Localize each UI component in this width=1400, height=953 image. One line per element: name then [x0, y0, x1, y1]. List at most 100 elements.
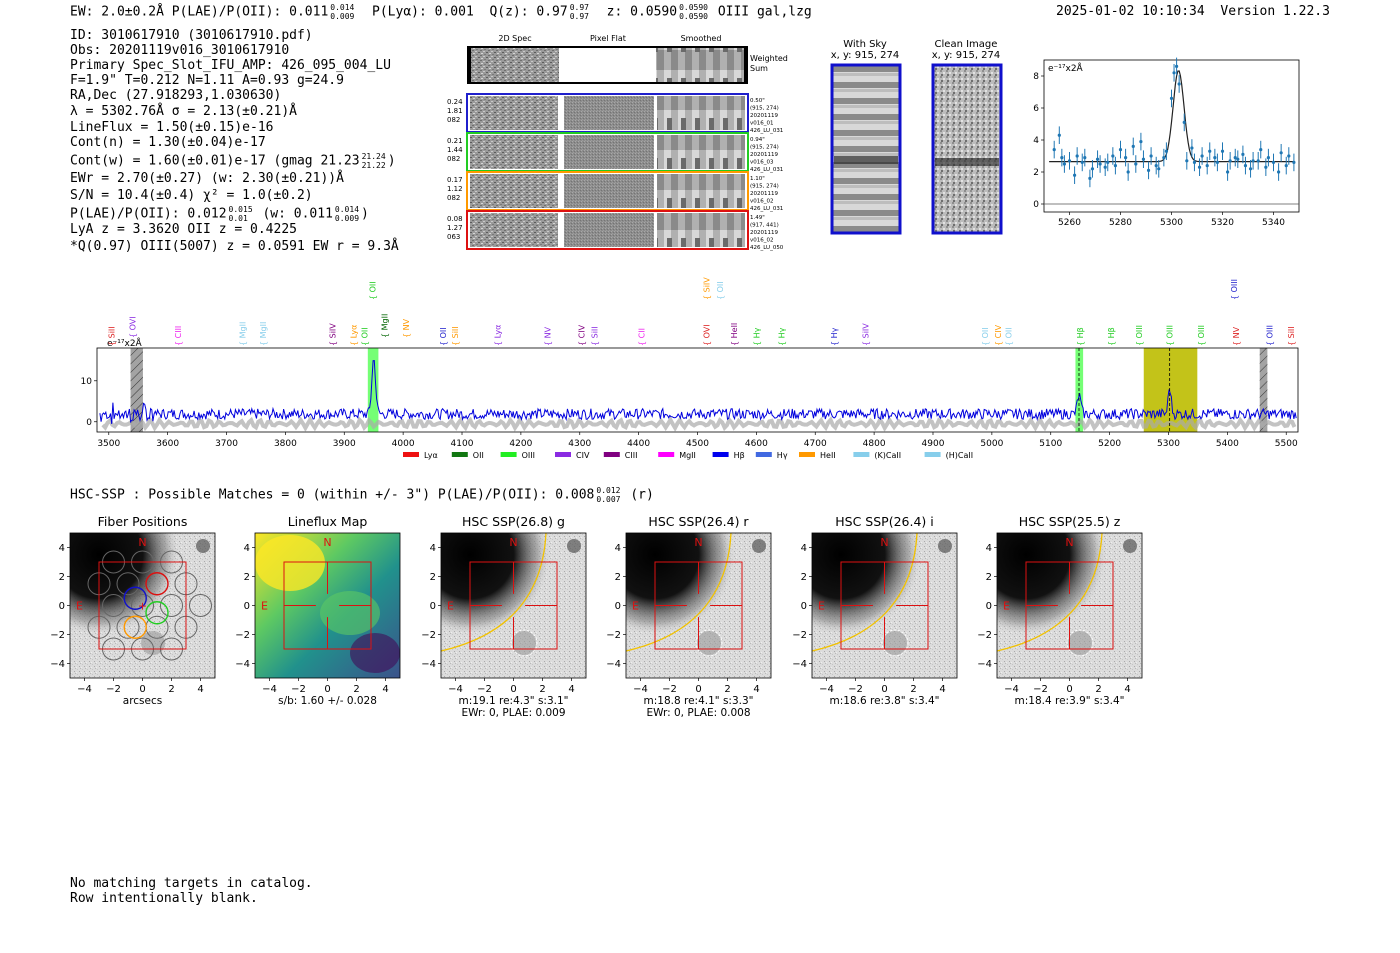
spectrum-line-label: { CIV: [994, 324, 1003, 346]
spectrum-line-label: { OII: [981, 327, 990, 346]
fit-data-point: [1134, 162, 1138, 166]
legend-label: MgII: [679, 451, 696, 460]
faint-source: [883, 631, 907, 655]
hsc-x-tick-label: −2: [106, 684, 121, 695]
fit-x-tick-label: 5320: [1211, 218, 1234, 228]
fit-data-point: [1248, 167, 1253, 171]
fit-data-point: [1057, 133, 1061, 137]
hsc-y-tick-label: 2: [986, 572, 992, 583]
spectrum-line-label: { OIII: [1135, 325, 1144, 346]
hsc-y-tick-label: −4: [792, 659, 807, 670]
fit-y-tick-label: 0: [1033, 200, 1039, 210]
fit-y-tick-label: 8: [1033, 72, 1039, 82]
cutout-smoothed: [657, 96, 745, 130]
cutout-row-right-label: v016_01: [750, 121, 774, 127]
fit-data-point: [1213, 156, 1217, 160]
legend-swatch: [403, 452, 419, 457]
weighted-sum-smooth: [656, 48, 744, 82]
spectrum-line-label: { OII: [1004, 327, 1013, 346]
footer-line-1: No matching targets in catalog.: [70, 876, 313, 891]
hsc-x-tick-label: −4: [448, 684, 463, 695]
search-box: [1025, 561, 1114, 650]
bright-galaxy: [70, 533, 215, 678]
clean-image: [931, 63, 1003, 235]
hsc-x-tick-label: 4: [382, 684, 388, 695]
bright-galaxy: [997, 533, 1142, 678]
header-right: 2025-01-02 10:10:34 Version 1.22.3: [1056, 4, 1330, 19]
hsc-x-tick-label: −4: [262, 684, 277, 695]
east-label: E: [261, 600, 268, 613]
east-label: E: [818, 600, 825, 613]
info-plae-w-sub: 0.009: [334, 214, 360, 223]
fiber-center-cross: +: [138, 600, 147, 613]
cutout-row-right-label: 0.50": [750, 98, 765, 104]
search-box: [840, 561, 929, 650]
cutout-row-left-label: 1.27: [447, 224, 463, 232]
col-2d-spec: 2D Spec: [498, 34, 531, 43]
hsc-x-tick-label: 4: [197, 684, 203, 695]
spectrum-line-label: { SiIV: [702, 277, 711, 300]
cutout-2d-spec: [470, 135, 558, 169]
spectrum-line-label: { SiII: [451, 326, 460, 346]
hsc-x-tick-label: −4: [1004, 684, 1019, 695]
header-version: Version 1.22.3: [1220, 4, 1330, 19]
hsc-y-tick-label: 0: [244, 601, 250, 612]
fit-data-point: [1185, 159, 1189, 163]
fit-data-point: [1292, 160, 1296, 164]
fit-data-point: [1090, 167, 1095, 171]
line-fit-chart: e⁻¹⁷x2Å 5260 5280 5300 5320 5340 0 2 4 6 8: [1033, 57, 1300, 228]
hsc-panel-caption: m:18.6 re:3.8" s:3.4": [830, 695, 940, 707]
hsc-x-tick-label: 2: [910, 684, 916, 695]
fit-y-tick-label: 4: [1033, 136, 1039, 146]
spectrum-x-tick-label: 4300: [568, 439, 591, 449]
weighted-label: Weighted: [750, 54, 788, 63]
fiber-circle-red: [145, 572, 169, 596]
fit-data-point: [1177, 82, 1181, 86]
clean-image-title: Clean Image: [935, 39, 998, 50]
fit-plot-frame: [1043, 59, 1300, 213]
fiber-circle-orange: [123, 615, 147, 639]
spectrum-line-label: { HeII: [730, 323, 739, 346]
field-star: [196, 539, 210, 553]
legend-label: OII: [473, 451, 484, 460]
hsc-y-tick-label: −2: [977, 630, 992, 641]
spectrum-line-label: { SiIV: [329, 323, 338, 346]
fit-data-point: [1146, 168, 1151, 172]
spectrum-x-tick-label: 5000: [980, 439, 1003, 449]
with-sky-title: With Sky: [843, 39, 887, 50]
lineflux-blob: [320, 591, 380, 635]
hsc-panel-caption-2: EWr: 0, PLAE: 0.008: [646, 707, 750, 719]
legend-label: OIII: [522, 451, 535, 460]
header-qz-sup: 0.97: [569, 3, 589, 12]
spectrum-line-label: { OIII: [1266, 325, 1275, 346]
hsc-x-tick-label: 0: [695, 684, 701, 695]
cutout-row-left-label: 0.08: [447, 215, 463, 223]
hsc-panel-title: HSC SSP(26.8) g: [462, 514, 565, 529]
spectrum-line-label: { NV: [402, 318, 411, 338]
hsc-y-tick-label: −4: [421, 659, 436, 670]
info-lambda: λ = 5302.76Å σ = 2.13(±0.21)Å: [70, 104, 297, 119]
hsc-x-tick-label: −4: [77, 684, 92, 695]
hsc-x-tick-label: 0: [881, 684, 887, 695]
fit-data-point: [1220, 149, 1225, 153]
spectrum-line: [99, 360, 1297, 424]
fit-x-tick-label: 5280: [1109, 218, 1132, 228]
clean-source-trace: [935, 158, 999, 166]
fit-data-point: [1277, 170, 1281, 174]
header-z-sup: 0.0590: [679, 3, 708, 12]
spectrum-line-label: { Hβ: [1107, 327, 1116, 346]
spectrum-line-label: { OVI: [702, 324, 711, 346]
fit-data-point: [1251, 159, 1255, 163]
spectrum-line-label: { SiIV: [861, 323, 870, 346]
hsc-x-tick-label: 2: [539, 684, 545, 695]
spectrum-line-label: { Lyα: [350, 325, 359, 346]
fit-data-point: [1259, 148, 1263, 152]
hsc-x-tick-label: −4: [819, 684, 834, 695]
hsc-panels: Fiber Positions + N E −4 −2 0 2 4 4 2 0 −2 −4 arcsecs L…: [50, 514, 1143, 719]
spectrum-line-label: { Lyα: [493, 325, 502, 346]
cutout-row-right-label: v016_02: [750, 238, 774, 244]
hsc-x-tick-label: 2: [353, 684, 359, 695]
fit-data-point: [1284, 164, 1288, 168]
spectrum-line-label: { OII: [369, 281, 378, 300]
search-box: [469, 561, 558, 650]
